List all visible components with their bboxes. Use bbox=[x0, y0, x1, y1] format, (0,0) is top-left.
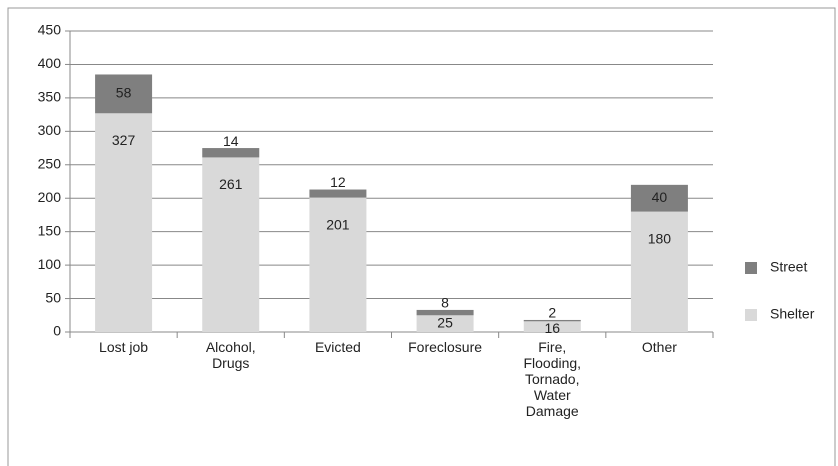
legend-swatch bbox=[745, 309, 757, 321]
bar-segment bbox=[95, 113, 153, 332]
y-tick-label: 150 bbox=[38, 222, 62, 238]
y-tick-label: 250 bbox=[38, 155, 62, 171]
bar-segment bbox=[523, 321, 581, 332]
data-label: 25 bbox=[437, 314, 453, 330]
y-tick-label: 300 bbox=[38, 122, 62, 138]
bar-segment bbox=[309, 189, 367, 198]
bar-segment bbox=[95, 74, 153, 114]
y-tick-label: 450 bbox=[38, 22, 62, 38]
x-tick-label: Fire, Flooding, Tornado, Water Damage bbox=[523, 339, 582, 419]
bar-segment bbox=[630, 211, 688, 332]
y-tick-label: 50 bbox=[45, 289, 61, 305]
bar-segment bbox=[309, 197, 367, 332]
bar-segment bbox=[202, 148, 260, 158]
y-tick-label: 400 bbox=[38, 55, 62, 71]
data-label: 201 bbox=[326, 216, 350, 232]
y-tick-label: 350 bbox=[38, 89, 62, 105]
x-tick-label: Alcohol, Drugs bbox=[205, 339, 256, 371]
data-label: 40 bbox=[652, 189, 668, 205]
y-tick-label: 100 bbox=[38, 256, 62, 272]
x-tick-label: Evicted bbox=[314, 339, 361, 355]
y-tick-label: 200 bbox=[38, 189, 62, 205]
data-label: 16 bbox=[544, 320, 560, 336]
frame bbox=[7, 7, 836, 466]
legend-label: Shelter bbox=[770, 306, 815, 322]
data-label: 327 bbox=[112, 132, 136, 148]
bar-segment bbox=[630, 184, 688, 212]
bar-segment bbox=[523, 319, 581, 322]
legend-swatch bbox=[745, 262, 757, 274]
data-label: 180 bbox=[648, 230, 672, 246]
data-label: 261 bbox=[219, 176, 243, 192]
y-tick-label: 0 bbox=[53, 323, 61, 339]
legend-label: Street bbox=[770, 259, 807, 275]
data-label: 2 bbox=[548, 305, 556, 321]
data-label: 58 bbox=[116, 85, 132, 101]
data-label: 8 bbox=[441, 295, 449, 311]
bar-segment bbox=[202, 157, 260, 332]
x-tick-label: Foreclosure bbox=[408, 339, 483, 355]
bar-segment bbox=[416, 315, 474, 332]
x-tick-label: Other bbox=[641, 339, 677, 355]
data-label: 12 bbox=[330, 174, 346, 190]
bar-segment bbox=[416, 309, 474, 316]
x-tick-label: Lost job bbox=[99, 339, 149, 355]
data-label: 14 bbox=[223, 133, 239, 149]
